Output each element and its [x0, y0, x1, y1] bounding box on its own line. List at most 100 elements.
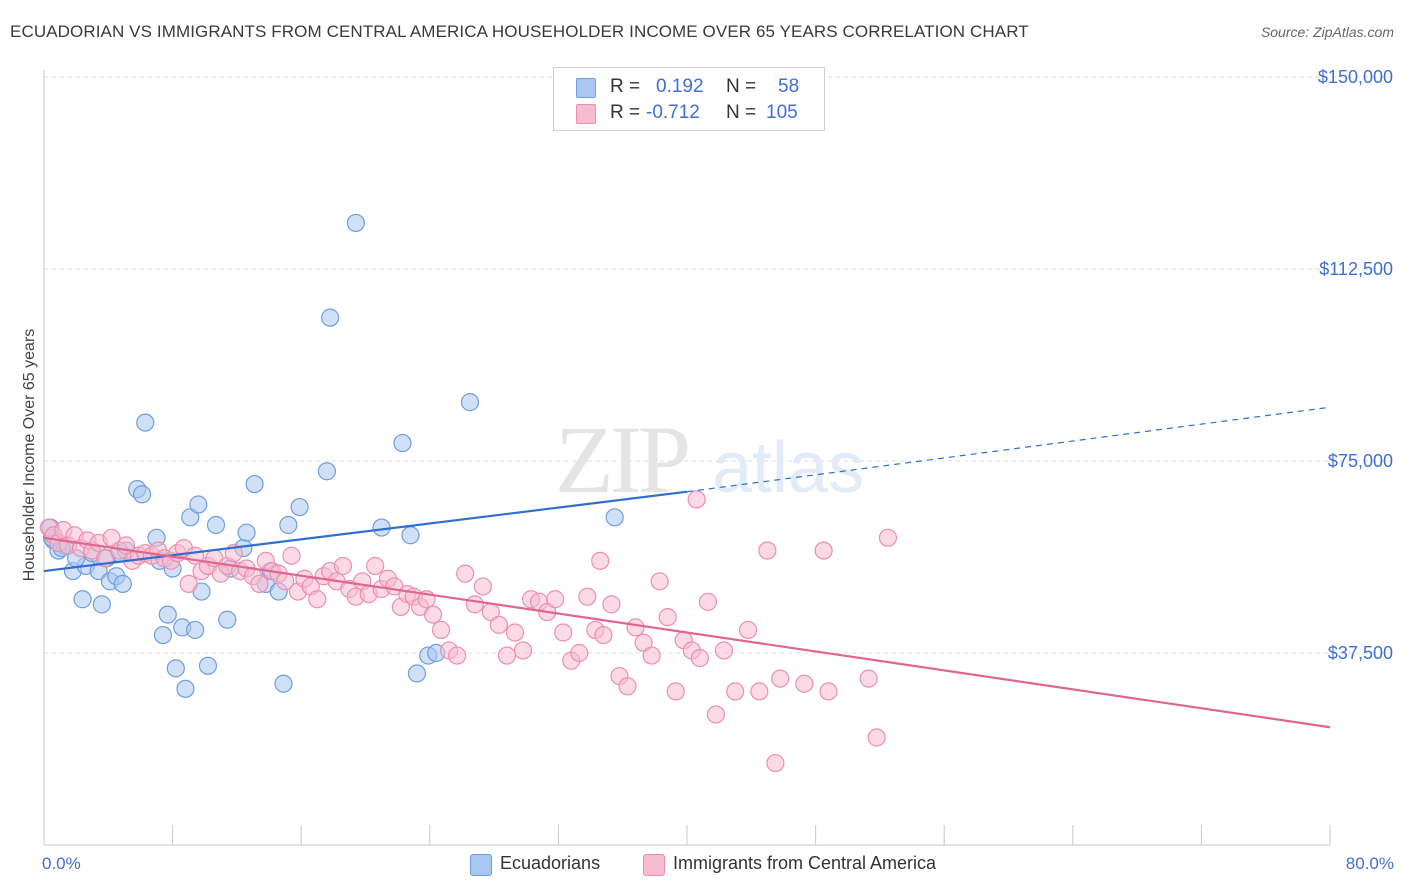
- n-label: N =: [726, 102, 757, 123]
- point-s0-37: [245, 474, 264, 494]
- point-s1-89: [650, 572, 669, 591]
- y-tick-label-1: $112,500: [1319, 259, 1393, 279]
- point-s0-33: [218, 610, 237, 629]
- legend-swatch-central-america: [643, 854, 665, 876]
- stats-swatch-ecuadorians: [576, 78, 596, 98]
- point-s1-52: [366, 556, 385, 576]
- point-s1-76: [546, 590, 565, 609]
- point-s0-18: [136, 413, 155, 432]
- point-s1-70: [497, 646, 517, 665]
- point-s0-45: [321, 308, 340, 327]
- point-s1-108: [687, 490, 706, 509]
- n-label: N =: [726, 76, 757, 97]
- point-s0-54: [605, 508, 624, 527]
- watermark-zip: ZIP: [555, 406, 688, 513]
- legend-label-central-america: Immigrants from Central America: [673, 853, 937, 873]
- point-s0-53: [460, 393, 480, 412]
- point-s0-44: [317, 462, 337, 481]
- legend-swatch-ecuadorians: [470, 854, 492, 876]
- point-s0-32: [206, 515, 226, 535]
- point-s1-61: [423, 605, 443, 624]
- point-s1-71: [505, 623, 525, 642]
- axes: [43, 70, 1331, 846]
- point-s1-65: [456, 564, 475, 583]
- point-s1-43: [308, 590, 327, 609]
- point-s1-91: [666, 682, 685, 701]
- point-s0-14: [113, 574, 132, 593]
- point-s0-22: [158, 605, 177, 624]
- point-s1-109: [591, 551, 610, 570]
- n-value: 58: [778, 76, 800, 97]
- x-tick-labels: 0.0% 80.0%: [42, 854, 1394, 873]
- point-s1-99: [738, 620, 758, 640]
- point-s1-111: [819, 682, 838, 701]
- point-s1-100: [750, 682, 769, 701]
- point-s1-66: [465, 595, 484, 614]
- point-s1-96: [706, 705, 726, 724]
- point-s0-9: [92, 595, 111, 614]
- point-s1-106: [867, 728, 886, 747]
- point-s1-104: [814, 541, 833, 560]
- point-s1-94: [690, 649, 709, 668]
- point-s0-47: [372, 518, 391, 537]
- trend-line-extension-s0: [686, 406, 1331, 493]
- point-s0-36: [237, 523, 256, 542]
- point-s1-23: [179, 574, 198, 593]
- point-s1-11: [102, 528, 121, 547]
- point-s1-107: [878, 528, 898, 547]
- point-s1-79: [570, 643, 589, 663]
- point-s1-47: [333, 556, 353, 576]
- x-tick-label-min: 0.0%: [42, 854, 81, 873]
- chart-title: ECUADORIAN VS IMMIGRANTS FROM CENTRAL AM…: [10, 22, 1029, 41]
- point-s1-77: [554, 623, 573, 642]
- y-tick-labels: $150,000 $112,500 $75,000 $37,500: [1318, 67, 1393, 663]
- point-s1-88: [642, 646, 661, 665]
- y-tick-label-3: $37,500: [1328, 643, 1393, 663]
- trend-line-s1: [43, 536, 1331, 729]
- y-tick-label-2: $75,000: [1328, 451, 1393, 471]
- point-s0-46: [346, 213, 365, 233]
- point-s0-17: [132, 485, 152, 504]
- point-s0-28: [186, 620, 205, 640]
- point-s0-43: [290, 497, 309, 517]
- point-s0-48: [393, 433, 412, 453]
- point-s1-87: [634, 633, 653, 652]
- point-s0-41: [274, 674, 293, 693]
- point-s0-50: [407, 664, 427, 683]
- r-label: R =: [610, 102, 641, 123]
- r-value: 0.192: [656, 76, 704, 97]
- series-legend: Ecuadorians Immigrants from Central Amer…: [0, 851, 1406, 879]
- source-credit: Source: ZipAtlas.com: [1260, 24, 1394, 40]
- legend-label-ecuadorians: Ecuadorians: [500, 853, 601, 873]
- point-s0-21: [153, 625, 173, 645]
- point-s0-24: [166, 659, 185, 678]
- trend-lines: [43, 406, 1331, 729]
- point-s1-86: [626, 618, 645, 637]
- point-s1-82: [594, 625, 613, 645]
- point-s1-97: [714, 641, 734, 660]
- stats-swatch-central-america: [576, 104, 596, 124]
- point-s1-110: [766, 753, 785, 773]
- trend-line-s0: [43, 490, 688, 573]
- watermark: ZIP atlas: [555, 406, 864, 513]
- point-s0-31: [198, 656, 218, 675]
- point-s0-27: [181, 508, 200, 527]
- point-s1-98: [726, 682, 745, 701]
- point-s0-26: [176, 679, 195, 698]
- y-tick-label-0: $150,000: [1318, 67, 1393, 87]
- point-s1-69: [489, 615, 509, 634]
- point-s1-80: [578, 587, 597, 606]
- r-value: -0.712: [646, 102, 700, 123]
- point-s1-34: [250, 574, 269, 593]
- r-label: R =: [610, 76, 641, 97]
- point-s1-72: [513, 641, 533, 660]
- point-s1-67: [473, 577, 492, 596]
- point-s0-29: [189, 495, 208, 514]
- point-s1-39: [282, 546, 301, 565]
- point-s1-103: [795, 674, 814, 693]
- point-s1-101: [758, 541, 777, 560]
- point-s1-83: [602, 595, 621, 614]
- watermark-atlas: atlas: [712, 428, 864, 508]
- data-points: [39, 213, 898, 773]
